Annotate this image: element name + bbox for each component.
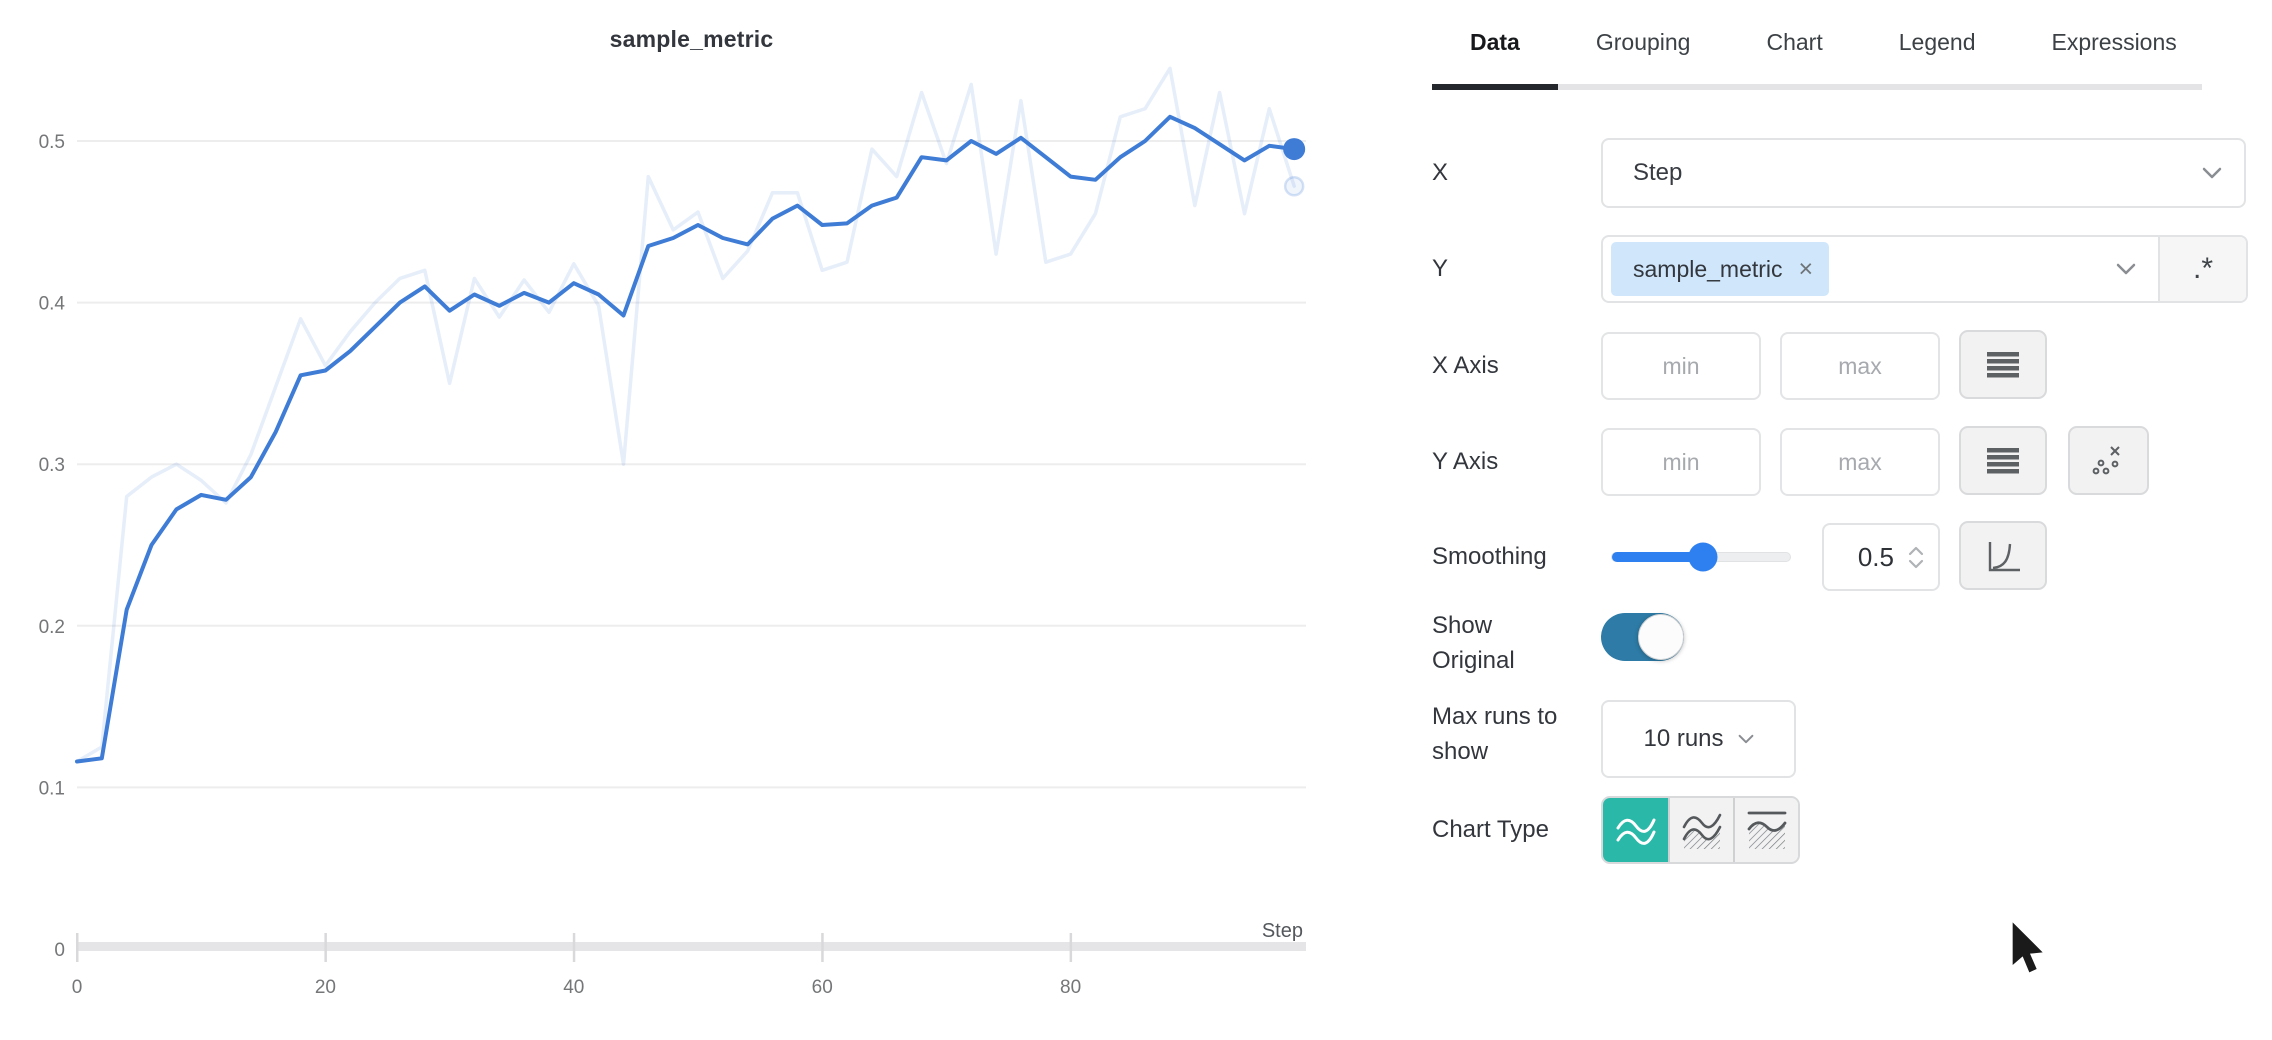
svg-text:0: 0: [72, 977, 83, 998]
svg-text:0.2: 0.2: [39, 617, 65, 638]
line-chart-panel[interactable]: sample_metric 0 0.1 0.2 0.3 0.4 0.5 0 20 40 60 80 S…: [0, 0, 1340, 1040]
chart-title: sample_metric: [609, 26, 774, 52]
ignore-outliers-button[interactable]: [2068, 426, 2149, 495]
chart-settings-panel: Data Grouping Chart Legend Expressions X…: [1420, 0, 2272, 1040]
line-plot-min-max-area-icon: [1682, 813, 1721, 849]
x-axis-row-label: X Axis: [1432, 352, 1499, 379]
line-plot-percentile-area-icon: [1747, 811, 1786, 849]
svg-text:0.1: 0.1: [39, 778, 65, 799]
svg-text:40: 40: [563, 977, 584, 998]
show-original-toggle[interactable]: [1601, 613, 1684, 661]
show-original-label: Show Original: [1432, 612, 1515, 674]
smoothing-slider[interactable]: [1611, 523, 1791, 591]
svg-text:60: 60: [812, 977, 833, 998]
smoothing-value-box[interactable]: 0.5: [1822, 523, 1940, 591]
chart-type-percentile-button[interactable]: [1733, 798, 1798, 862]
chart-canvas[interactable]: 0 0.1 0.2 0.3 0.4 0.5 0 20 40 60 80 Step: [0, 0, 1340, 1040]
x-axis-settings-button[interactable]: [1959, 330, 2047, 399]
tab-expressions[interactable]: Expressions: [2051, 28, 2177, 55]
smoothing-curve-icon: [1988, 541, 2020, 571]
line-plot-icon: [1616, 818, 1655, 845]
max-runs-label: Max runs to show: [1432, 703, 1558, 765]
smoothing-value: 0.5: [1857, 541, 1894, 572]
chevron-down-icon: [2202, 167, 2222, 179]
smoothing-stepper[interactable]: [1908, 546, 1924, 569]
x-axis-max-input[interactable]: [1780, 332, 1940, 400]
y-metric-select[interactable]: sample_metric × .*: [1601, 235, 2248, 303]
chart-type-line-button[interactable]: [1603, 798, 1668, 862]
chart-type-min-max-button[interactable]: [1668, 798, 1733, 862]
toggle-knob: [1638, 614, 1684, 660]
chevron-up-icon[interactable]: [1908, 546, 1924, 556]
y-axis-max-input[interactable]: [1780, 428, 1940, 496]
chart-type-label: Chart Type: [1432, 816, 1549, 843]
tab-data[interactable]: Data: [1432, 0, 1558, 90]
x-axis-min-input[interactable]: [1601, 332, 1761, 400]
svg-text:0: 0: [54, 940, 65, 961]
x-row-label: X: [1432, 159, 1449, 186]
settings-tab-bar: Data Grouping Chart Legend Expressions: [1432, 0, 2202, 90]
remove-metric-icon[interactable]: ×: [1798, 254, 1814, 283]
y-metric-select-main[interactable]: sample_metric ×: [1603, 237, 2158, 301]
svg-text:80: 80: [1060, 977, 1081, 998]
svg-text:0.4: 0.4: [39, 294, 66, 315]
svg-text:20: 20: [315, 977, 336, 998]
y-row-label: Y: [1432, 255, 1449, 282]
ignore-outliers-icon: [2092, 445, 2120, 474]
chevron-down-icon: [1738, 734, 1753, 744]
smoothing-slider-knob[interactable]: [1688, 542, 1718, 572]
tab-chart[interactable]: Chart: [1766, 28, 1823, 55]
tab-legend[interactable]: Legend: [1898, 28, 1976, 55]
smoothing-row-label: Smoothing: [1432, 543, 1547, 570]
y-axis-row-label: Y Axis: [1432, 448, 1499, 475]
smoothing-slider-track[interactable]: [1611, 542, 1791, 572]
x-metric-select-value: Step: [1633, 159, 1683, 186]
chevron-down-icon: [2116, 263, 2136, 275]
chevron-down-icon[interactable]: [1908, 559, 1924, 569]
x-metric-select[interactable]: Step: [1601, 138, 2246, 208]
regex-toggle-button[interactable]: .*: [2158, 237, 2246, 301]
max-runs-select[interactable]: 10 runs: [1601, 700, 1796, 778]
tab-grouping[interactable]: Grouping: [1595, 28, 1691, 55]
svg-text:Step: Step: [1262, 920, 1303, 942]
metric-tag: sample_metric ×: [1611, 242, 1830, 296]
axis-settings-icon: [1987, 351, 2019, 377]
metric-tag-label: sample_metric: [1633, 255, 1783, 282]
smoothing-slider-fill: [1612, 552, 1703, 562]
smoothing-type-button[interactable]: [1959, 521, 2047, 590]
svg-text:0.5: 0.5: [39, 132, 65, 153]
y-axis-min-input[interactable]: [1601, 428, 1761, 496]
svg-text:0.3: 0.3: [39, 455, 65, 476]
max-runs-value: 10 runs: [1643, 725, 1724, 752]
y-axis-settings-button[interactable]: [1959, 426, 2047, 495]
chart-type-button-group: [1601, 796, 1800, 864]
axis-settings-icon: [1987, 447, 2019, 473]
